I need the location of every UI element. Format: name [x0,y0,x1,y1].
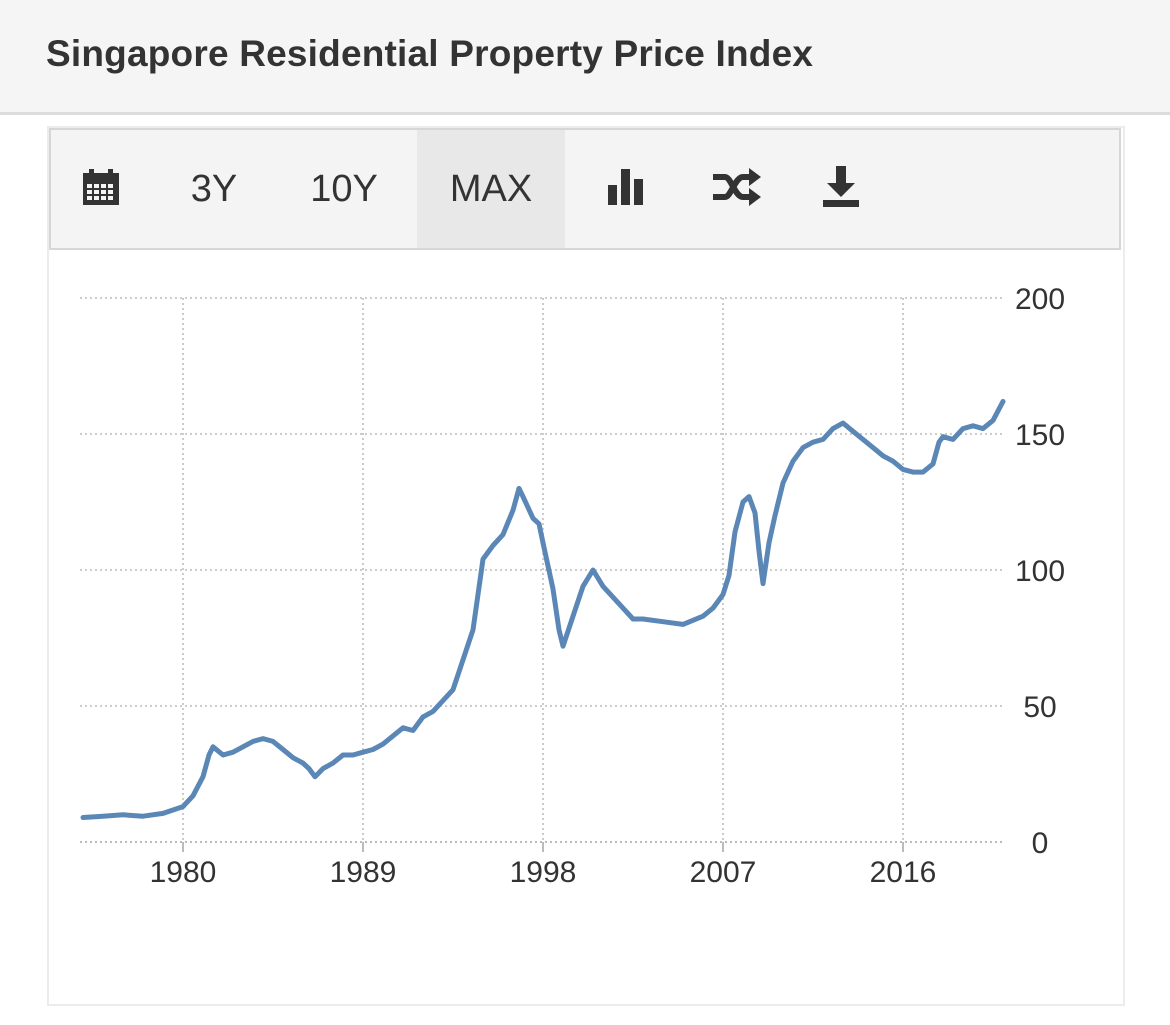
chart-type-button[interactable] [581,130,671,248]
y-tick-label: 100 [1015,555,1065,588]
y-tick-label: 0 [1032,827,1049,860]
series-line-0 [80,398,1006,820]
range-10y-label: 10Y [310,167,378,210]
shuffle-icon [711,167,763,212]
chart-toolbar: 3Y 10Y MAX [49,128,1121,250]
range-3y-button[interactable]: 3Y [164,130,264,248]
bar-chart-icon [606,167,646,212]
x-tick-label: 2016 [870,856,937,889]
chart-panel [47,126,1125,1006]
range-3y-label: 3Y [190,167,238,210]
x-tick-label: 1989 [330,856,397,889]
range-max-label: MAX [449,167,533,210]
compare-button[interactable] [687,130,787,248]
y-tick-label: 150 [1015,419,1065,452]
page-header: Singapore Residential Property Price Ind… [0,0,1170,115]
page-title: Singapore Residential Property Price Ind… [46,33,814,74]
x-tick-label: 1998 [510,856,577,889]
download-icon [821,165,861,213]
x-tick-label: 1980 [150,856,217,889]
calendar-icon [81,167,121,212]
y-tick-label: 50 [1023,691,1056,724]
range-10y-button[interactable]: 10Y [289,130,399,248]
x-tick-label: 2007 [690,856,757,889]
range-max-button[interactable]: MAX [417,130,565,248]
download-button[interactable] [791,130,891,248]
y-tick-label: 200 [1015,283,1065,316]
calendar-button[interactable] [51,130,151,248]
